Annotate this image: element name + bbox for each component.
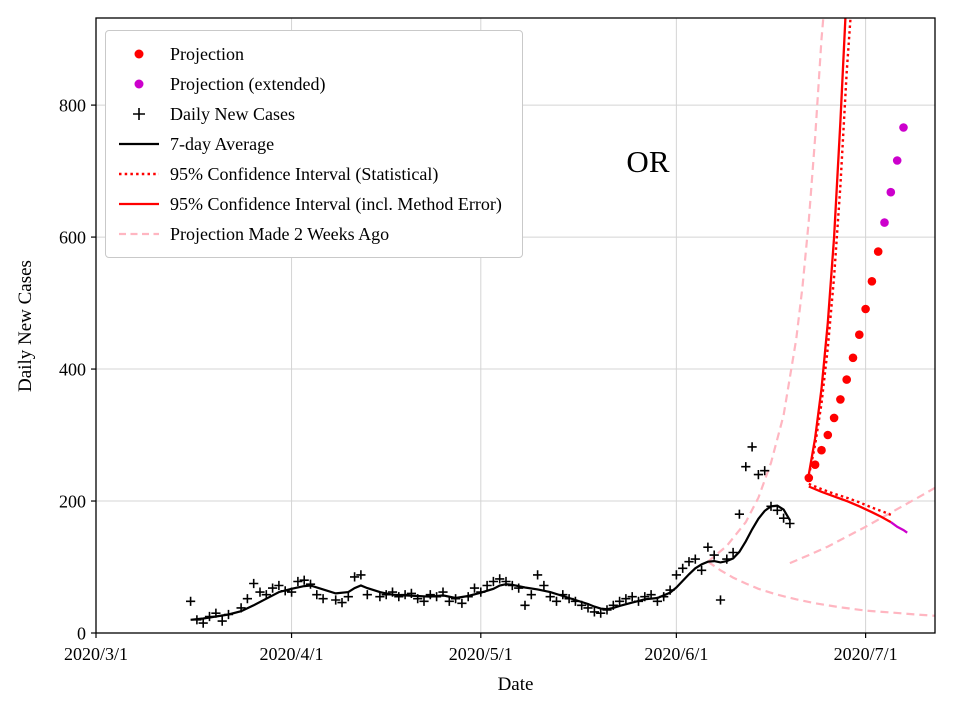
legend-item-7: Projection Made 2 Weeks Ago <box>116 219 502 249</box>
series-path-ci-method-lower-extended <box>890 521 908 534</box>
marker-dot <box>880 218 889 227</box>
series-ci-method-lower <box>808 485 892 524</box>
marker-dot <box>886 187 896 197</box>
marker-dot <box>892 156 902 165</box>
series-group <box>186 18 935 628</box>
series-path-ci-method-lower <box>808 485 892 524</box>
marker-dot <box>829 413 839 423</box>
x-tick-label: 2020/6/1 <box>644 644 708 664</box>
marker-dot <box>810 460 820 470</box>
series-old-projection-lower-ci <box>707 560 935 617</box>
marker-dot <box>836 395 845 404</box>
series-path-old-projection-lower-ci <box>707 560 935 617</box>
y-tick-label: 800 <box>59 96 86 116</box>
marker-dot <box>861 304 870 314</box>
legend-item-label: Projection (extended) <box>170 73 326 94</box>
series-path-ci-statistical-upper <box>807 18 852 477</box>
series-path-seven-day-average <box>190 504 791 621</box>
line-dashed-marker-icon <box>119 232 159 236</box>
y-tick-label: 600 <box>59 228 86 248</box>
series-path-ci-method-upper <box>807 18 847 475</box>
legend-item-4: 7-day Average <box>116 129 502 159</box>
legend-item-1: Projection <box>116 39 502 69</box>
x-axis-label: Date <box>497 674 534 695</box>
x-tick-label: 2020/5/1 <box>449 644 513 664</box>
series-ci-statistical-lower <box>808 482 892 517</box>
line-solid-marker-icon <box>119 202 159 206</box>
y-tick-label: 200 <box>59 492 86 512</box>
series-projection-extended <box>880 123 908 227</box>
series-ci-method-lower-extended <box>890 521 908 534</box>
x-tick-label: 2020/3/1 <box>64 644 128 664</box>
series-seven-day-average <box>190 504 791 621</box>
series-ci-statistical-upper <box>807 18 852 477</box>
plus-marker-icon <box>133 108 145 120</box>
series-path-old-projection-median <box>789 486 935 565</box>
legend-item-label: Projection Made 2 Weeks Ago <box>170 223 390 244</box>
legend-item-label: 7-day Average <box>170 133 275 154</box>
legend: Projection Projection (extended) Daily New… <box>105 30 523 258</box>
x-tick-label: 2020/7/1 <box>834 644 898 664</box>
marker-dot <box>867 277 877 286</box>
legend-item-6: 95% Confidence Interval (incl. Method Er… <box>116 189 502 219</box>
legend-item-label: 95% Confidence Interval (Statistical) <box>170 163 439 184</box>
x-axis: 2020/3/1 2020/4/1 2020/5/1 2020/6/1 2020/7/1 <box>64 633 898 664</box>
series-ci-method-upper <box>807 18 847 475</box>
marker-dot <box>855 330 864 340</box>
marker-dot <box>873 247 883 256</box>
y-axis: 0 200 400 600 800 <box>59 96 96 644</box>
legend-item-2: Projection (extended) <box>116 69 502 99</box>
legend-item-5: 95% Confidence Interval (Statistical) <box>116 159 502 189</box>
marker-dot <box>848 353 858 363</box>
marker-dot <box>823 430 833 440</box>
dot-marker-icon <box>134 49 144 59</box>
legend-item-3: Daily New Cases <box>116 99 502 129</box>
dot-marker-icon <box>134 79 144 89</box>
series-projection <box>804 247 883 483</box>
marker-dot <box>842 375 851 384</box>
series-daily-new-cases <box>186 442 795 628</box>
marker-dot <box>899 123 908 132</box>
series-path-ci-statistical-lower <box>808 482 892 517</box>
x-tick-label: 2020/4/1 <box>260 644 324 664</box>
series-old-projection-median <box>789 486 935 565</box>
marker-dot <box>817 445 826 455</box>
plot-border <box>95 17 936 634</box>
line-dotted-marker-icon <box>119 172 159 176</box>
legend-item-label: Daily New Cases <box>170 103 295 124</box>
marker-dot <box>804 473 814 483</box>
y-tick-label: 0 <box>77 624 86 644</box>
y-tick-label: 400 <box>59 360 86 380</box>
legend-item-label: 95% Confidence Interval (incl. Method Er… <box>170 193 502 214</box>
line-solid-marker-icon <box>119 142 159 146</box>
series-path-daily-new-cases <box>186 442 795 628</box>
state-label: OR <box>626 143 670 179</box>
legend-item-label: Projection <box>170 43 244 64</box>
y-axis-label: Daily New Cases <box>15 260 36 392</box>
